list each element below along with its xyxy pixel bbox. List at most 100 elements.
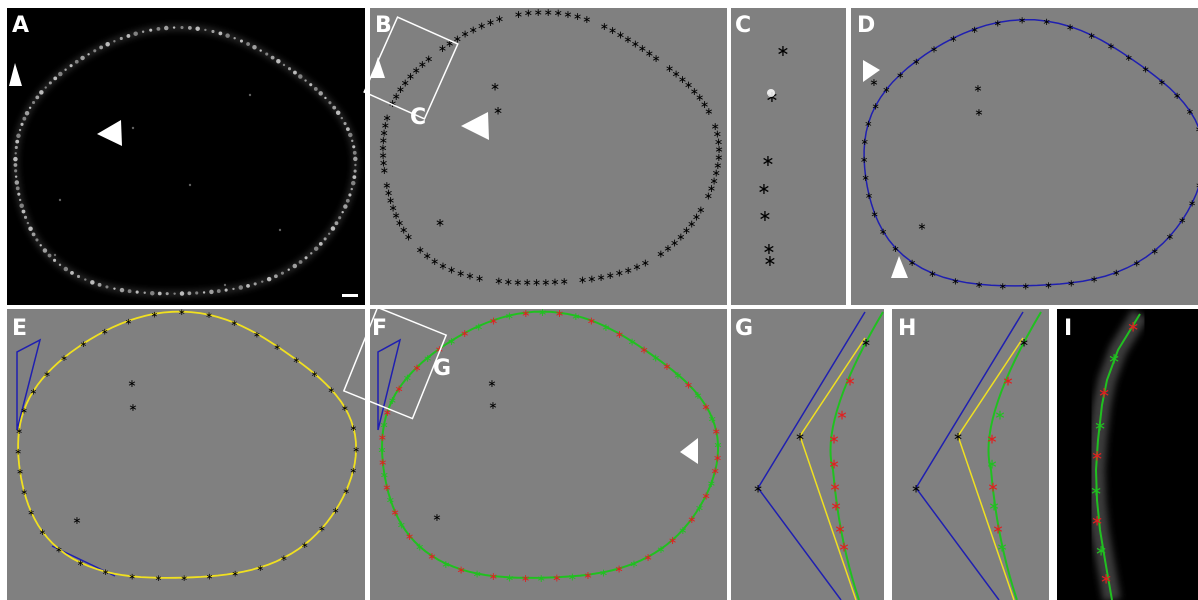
point-marker: ∗ xyxy=(891,244,899,255)
point-marker: ∗ xyxy=(20,488,28,498)
point-marker: ∗ xyxy=(392,90,401,103)
point-marker: ∗ xyxy=(128,401,137,414)
point-marker: ∗ xyxy=(712,167,721,180)
signal-spot xyxy=(44,86,47,89)
final-fit-line xyxy=(380,310,719,579)
panel-label-g: G xyxy=(735,316,753,341)
point-marker: ∗ xyxy=(879,227,887,238)
fit-point-marker: ∗ xyxy=(505,310,514,323)
fit-point-marker: ∗ xyxy=(693,389,702,402)
point-marker: ∗ xyxy=(311,370,319,380)
panel-b-detected-points: ∗∗∗∗∗∗∗∗∗∗∗∗∗∗∗∗∗∗∗∗∗∗∗∗∗∗∗∗∗∗∗∗∗∗∗∗∗∗∗∗… xyxy=(378,7,723,289)
fit-point-marker: ∗ xyxy=(836,407,848,423)
point-marker: ∗ xyxy=(560,275,569,288)
fit-point-marker: ∗ xyxy=(708,412,717,425)
point-marker: ∗ xyxy=(861,137,869,148)
point-marker: ∗ xyxy=(231,319,239,329)
point-marker: ∗ xyxy=(1067,279,1075,290)
point-marker: ∗ xyxy=(632,260,641,273)
point-marker: ∗ xyxy=(671,67,680,80)
point-marker: ∗ xyxy=(406,70,415,83)
fit-point-marker: ∗ xyxy=(601,321,610,334)
point-marker: ∗ xyxy=(1090,275,1098,286)
signal-spot xyxy=(47,253,52,258)
point-marker: ∗ xyxy=(1044,281,1052,292)
point-marker: ∗ xyxy=(684,79,693,92)
point-marker: ∗ xyxy=(713,159,722,172)
point-marker: ∗ xyxy=(953,430,963,444)
fit-point-marker: ∗ xyxy=(673,369,682,382)
point-marker: ∗ xyxy=(973,82,982,95)
point-marker: ∗ xyxy=(231,570,239,580)
point-marker: ∗ xyxy=(523,276,532,289)
point-marker: ∗ xyxy=(1151,246,1159,257)
signal-spot xyxy=(187,291,192,296)
point-marker: ∗ xyxy=(43,370,51,380)
signal-spot xyxy=(58,263,62,267)
background-spot xyxy=(188,183,192,187)
signal-spot xyxy=(39,244,42,247)
background-spot xyxy=(58,198,62,202)
point-marker: ∗ xyxy=(488,399,497,412)
point-marker: ∗ xyxy=(383,111,392,124)
point-marker: ∗ xyxy=(490,80,500,94)
fit-point-marker: ∗ xyxy=(489,314,498,327)
signal-spot xyxy=(119,36,123,41)
point-marker: ∗ xyxy=(970,25,978,36)
point-marker: ∗ xyxy=(155,574,163,584)
point-marker: ∗ xyxy=(16,468,24,478)
fit-point-marker: ∗ xyxy=(639,344,648,357)
arrowhead-icon xyxy=(9,63,22,86)
point-marker: ∗ xyxy=(690,85,699,98)
signal-spot xyxy=(70,271,74,275)
fit-point-marker: ∗ xyxy=(1094,417,1107,435)
point-marker: ∗ xyxy=(663,242,672,255)
signal-spot xyxy=(252,44,257,50)
signal-spot xyxy=(310,252,313,255)
panel-d-convex-hull: ∗∗∗∗∗∗∗∗∗∗∗∗∗∗∗∗∗∗∗∗∗∗∗∗∗∗∗∗∗∗∗ ∗ ∗ ∗∗∗∗∗∗∗… xyxy=(860,15,1198,293)
signal-spot xyxy=(39,90,44,95)
fit-point-marker: ∗ xyxy=(397,518,406,531)
point-marker: ∗ xyxy=(378,141,387,154)
point-marker: ∗ xyxy=(391,209,400,222)
signal-spot xyxy=(31,232,36,237)
point-marker: ∗ xyxy=(656,247,665,260)
panel-label-d: D xyxy=(857,13,875,38)
point-marker: ∗ xyxy=(645,47,654,60)
fit-point-marker: ∗ xyxy=(538,306,547,319)
signal-spot xyxy=(53,258,57,262)
signal-spot xyxy=(318,241,323,246)
signal-spot xyxy=(341,210,344,214)
point-marker: ∗ xyxy=(475,272,484,285)
signal-spot xyxy=(76,274,81,278)
fit-point-marker: ∗ xyxy=(599,566,608,579)
point-marker: ∗ xyxy=(524,7,533,20)
fit-point-marker: ∗ xyxy=(668,534,677,547)
fit-point-marker: ∗ xyxy=(987,479,999,495)
fit-point-marker: ∗ xyxy=(521,572,530,585)
fit-point-marker: ∗ xyxy=(994,407,1006,423)
arrowhead-icon xyxy=(461,112,489,140)
signal-spot xyxy=(204,28,207,32)
signal-spot xyxy=(64,68,67,71)
point-marker: ∗ xyxy=(381,119,390,132)
point-marker: ∗ xyxy=(1173,91,1181,102)
signal-spot xyxy=(156,26,161,31)
point-marker: ∗ xyxy=(606,269,615,282)
point-marker: ∗ xyxy=(80,340,88,350)
convex-hull-line xyxy=(757,311,866,600)
fit-point-marker: ∗ xyxy=(1091,512,1104,530)
signal-spot xyxy=(233,37,236,40)
fit-point-marker: ∗ xyxy=(457,564,466,577)
point-marker: ∗ xyxy=(1022,282,1030,293)
point-marker: ∗ xyxy=(30,387,38,397)
fit-point-marker: ∗ xyxy=(992,521,1004,537)
fit-point-marker: ∗ xyxy=(583,569,592,582)
point-marker: ∗ xyxy=(253,330,261,340)
fit-point-marker: ∗ xyxy=(395,382,404,395)
signal-spot xyxy=(211,29,215,34)
signal-spot xyxy=(216,289,221,293)
fit-point-marker: ∗ xyxy=(627,336,636,349)
fit-point-marker: ∗ xyxy=(834,521,846,537)
point-marker: ∗ xyxy=(178,308,186,318)
